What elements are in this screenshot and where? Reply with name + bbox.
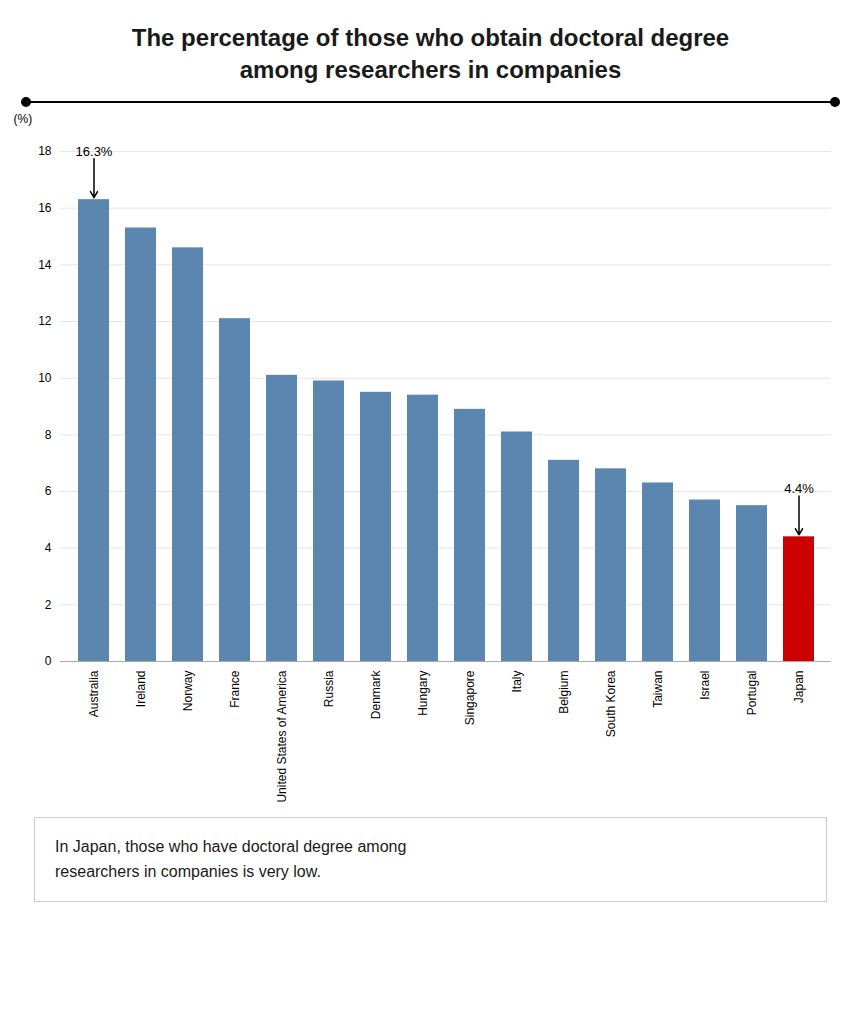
svg-text:Denmark: Denmark — [369, 669, 383, 719]
svg-text:(%): (%) — [14, 112, 33, 126]
svg-text:10: 10 — [38, 371, 52, 385]
svg-text:South Korea: South Korea — [604, 670, 618, 737]
svg-text:16: 16 — [38, 201, 52, 215]
svg-text:Hungary: Hungary — [416, 670, 430, 715]
svg-text:Norway: Norway — [181, 670, 195, 711]
html-text:researchers in companies is ve: researchers in companies is very low. — [55, 863, 321, 881]
svg-text:4.4%: 4.4% — [784, 481, 814, 496]
svg-text:Australia: Australia — [87, 670, 101, 717]
svg-text:Portugal: Portugal — [745, 670, 759, 715]
svg-text:Ireland: Ireland — [134, 670, 148, 707]
svg-text:16.3%: 16.3% — [76, 144, 113, 159]
html-text:In Japan, those who have docto: In Japan, those who have doctoral degree… — [55, 837, 407, 855]
svg-text:France: France — [228, 670, 242, 708]
svg-text:4: 4 — [45, 541, 52, 555]
svg-text:Singapore: Singapore — [463, 670, 477, 725]
svg-text:6: 6 — [45, 484, 52, 498]
svg-text:United States of America: United States of America — [275, 670, 289, 802]
svg-text:Israel: Israel — [698, 670, 712, 699]
svg-text:18: 18 — [38, 144, 52, 158]
svg-text:12: 12 — [38, 314, 52, 328]
html-text:The percentage of those who ob: The percentage of those who obtain docto… — [131, 24, 730, 51]
html-text:among researchers in companies: among researchers in companies — [239, 56, 622, 84]
svg-text:2: 2 — [45, 597, 52, 611]
svg-text:14: 14 — [38, 257, 52, 271]
svg-text:Italy: Italy — [510, 670, 524, 692]
svg-text:Russia: Russia — [322, 670, 336, 707]
svg-text:8: 8 — [45, 427, 52, 441]
svg-text:Taiwan: Taiwan — [651, 670, 665, 707]
svg-text:Japan: Japan — [792, 670, 806, 703]
svg-text:Belgium: Belgium — [557, 670, 571, 713]
svg-text:0: 0 — [45, 654, 52, 668]
